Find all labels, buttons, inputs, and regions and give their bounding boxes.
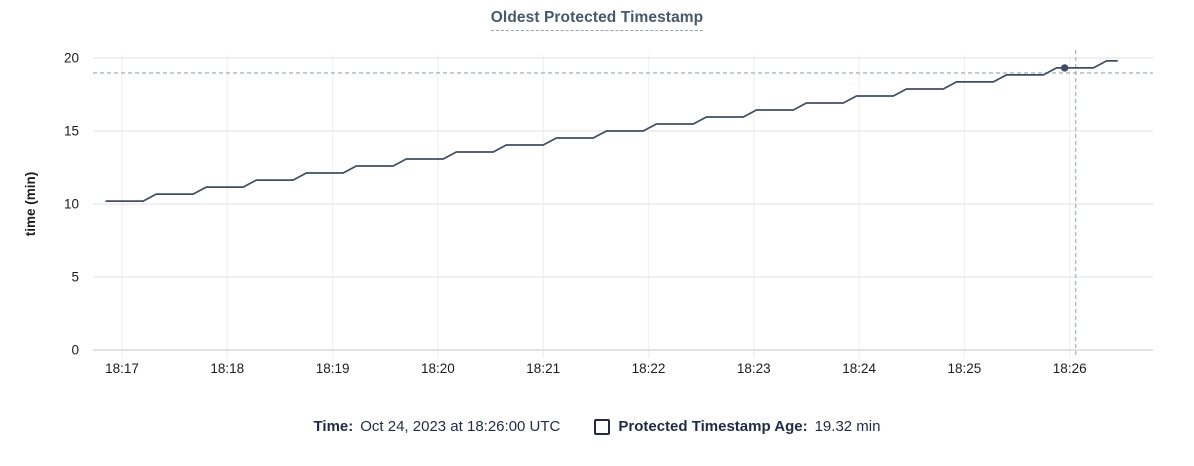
- legend-series-label: Protected Timestamp Age:: [618, 418, 808, 435]
- legend-time-label: Time:: [313, 418, 354, 435]
- x-tick-label: 18:20: [421, 361, 455, 376]
- series-line: [105, 60, 1118, 202]
- y-tick-label: 10: [64, 197, 79, 212]
- y-axis-title: time (min): [23, 172, 38, 237]
- chart-title[interactable]: Oldest Protected Timestamp: [490, 9, 704, 31]
- x-tick-label: 18:25: [948, 361, 982, 376]
- x-tick-label: 18:17: [105, 361, 139, 376]
- legend-time-value: Oct 24, 2023 at 18:26:00 UTC: [360, 418, 561, 435]
- x-tick-label: 18:18: [210, 361, 244, 376]
- x-tick-label: 18:23: [737, 361, 771, 376]
- legend-series-value: 19.32 min: [814, 418, 881, 435]
- crosshair: [93, 50, 1153, 358]
- y-tick-label: 0: [71, 343, 79, 358]
- y-tick-label: 20: [64, 51, 79, 66]
- checkbox-unchecked-icon[interactable]: [594, 419, 611, 435]
- chart-legend: Time: Oct 24, 2023 at 18:26:00 UTC Prote…: [0, 416, 1194, 438]
- y-axis-labels: 0 5 10 15 20: [64, 51, 79, 358]
- x-tick-label: 18:21: [526, 361, 560, 376]
- x-tick-label: 18:26: [1053, 361, 1087, 376]
- x-tick-label: 18:24: [842, 361, 876, 376]
- x-tick-label: 18:22: [632, 361, 666, 376]
- x-axis-labels: 18:17 18:18 18:19 18:20 18:21 18:22 18:23 18:24…: [105, 361, 1086, 376]
- x-gridlines: [121, 55, 1071, 358]
- y-tick-label: 15: [64, 124, 79, 139]
- chart-title-row: Oldest Protected Timestamp: [0, 9, 1194, 31]
- y-tick-label: 5: [71, 270, 79, 285]
- hover-dot: [1061, 64, 1069, 72]
- x-tick-label: 18:19: [316, 361, 350, 376]
- y-gridlines: [93, 57, 1153, 351]
